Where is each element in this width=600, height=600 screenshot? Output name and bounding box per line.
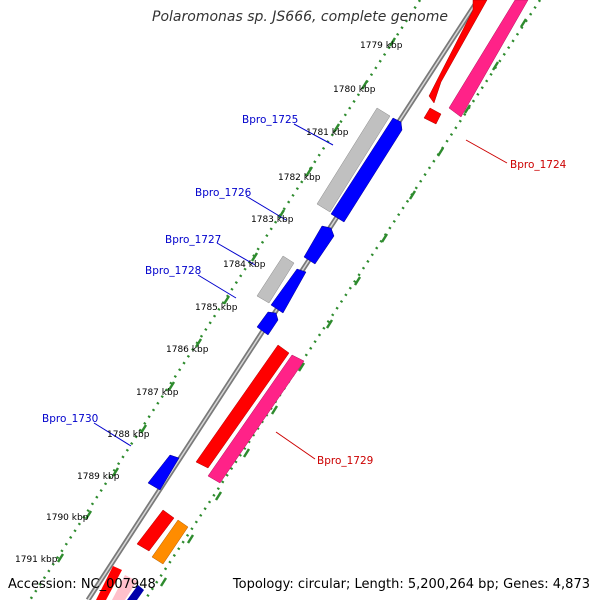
cds-blue-edge (127, 585, 144, 600)
right-track-ticks (159, 18, 528, 587)
cds-blue-1727 (270, 268, 307, 314)
gene-label-bpro-1724: Bpro_1724 (510, 159, 567, 171)
cds-pink-1724 (448, 0, 529, 118)
gene-label-bpro-1730: Bpro_1730 (42, 413, 98, 425)
kbp-labels: 1779 kbp 1780 kbp 1781 kbp 1782 kbp 1783… (15, 41, 403, 565)
kbp-label: 1781 kbp (306, 128, 349, 138)
kbp-label: 1786 kbp (166, 345, 209, 355)
cds-blue-1728 (256, 311, 279, 336)
cds-red-bottom (136, 509, 175, 552)
cds-blue-1730 (147, 454, 180, 491)
genome-summary: Topology: circular; Length: 5,200,264 bp… (232, 577, 590, 592)
kbp-label: 1789 kbp (77, 472, 120, 482)
cds-blue-1725 (330, 117, 403, 223)
cds-red-edge (96, 566, 122, 600)
cds-orange-bottom (151, 519, 189, 565)
gene-labels: Bpro_1725 Bpro_1726 Bpro_1727 Bpro_1728 … (42, 114, 567, 467)
cds-features (96, 0, 529, 600)
accession-text: Accession: NC_007948 (8, 577, 156, 592)
cds-pink-edge (112, 575, 137, 600)
cds-blue-1726 (303, 225, 335, 265)
map-title: Polaromonas sp. JS666, complete genome (152, 9, 448, 25)
cds-gray-1725 (316, 107, 391, 213)
cds-red-1729 (195, 344, 290, 469)
cds-gray-1727 (256, 255, 295, 304)
gene-label-bpro-1727: Bpro_1727 (165, 234, 221, 246)
cds-pink-1729 (207, 354, 305, 484)
gene-label-bpro-1729: Bpro_1729 (317, 455, 373, 467)
kbp-label: 1788 kbp (107, 430, 150, 440)
kbp-label: 1787 kbp (136, 388, 179, 398)
kbp-label: 1785 kbp (195, 303, 238, 313)
gene-label-bpro-1726: Bpro_1726 (195, 187, 252, 199)
gene-label-bpro-1725: Bpro_1725 (242, 114, 298, 126)
kbp-label: 1783 kbp (251, 215, 294, 225)
gene-label-bpro-1728: Bpro_1728 (145, 265, 201, 277)
kbp-label: 1779 kbp (360, 41, 403, 51)
kbp-label: 1782 kbp (278, 173, 321, 183)
kbp-label: 1790 kbp (46, 513, 89, 523)
cds-red-small (423, 107, 442, 125)
leader-lines (93, 123, 508, 460)
left-track-ticks (56, 37, 397, 563)
cds-red-1724 (428, 0, 488, 104)
kbp-label: 1780 kbp (333, 85, 376, 95)
kbp-label: 1791 kbp (15, 555, 58, 565)
kbp-label: 1784 kbp (223, 260, 266, 270)
